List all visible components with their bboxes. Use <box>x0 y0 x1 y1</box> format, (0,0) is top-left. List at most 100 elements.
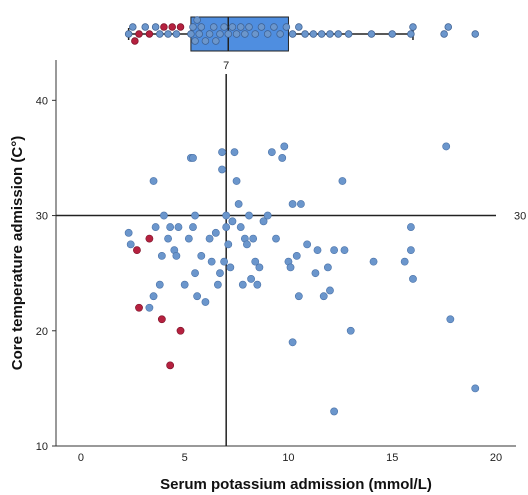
data-point-highlighted <box>135 303 143 312</box>
data-point <box>326 286 334 295</box>
boxplot-point <box>236 23 245 31</box>
data-point <box>442 142 451 151</box>
scatter-points <box>124 142 480 416</box>
boxplot-point <box>220 23 228 31</box>
boxplot-point <box>241 30 249 38</box>
boxplot-point <box>326 30 334 38</box>
data-point <box>193 292 202 301</box>
data-point <box>330 407 339 416</box>
data-point <box>191 269 199 278</box>
data-point <box>369 257 378 266</box>
boxplot-point <box>187 30 195 38</box>
data-point <box>197 251 206 260</box>
plot-area: 0 5 10 15 20 10 20 30 40 7 30 <box>36 60 526 464</box>
data-point <box>323 263 332 272</box>
boxplot-point <box>189 23 197 31</box>
boxplot-point-highlighted <box>131 37 139 45</box>
data-point <box>407 223 415 231</box>
boxplot-point <box>282 23 291 31</box>
data-point <box>288 200 297 208</box>
data-point <box>126 240 135 249</box>
data-point <box>228 217 237 226</box>
data-point <box>172 251 181 260</box>
boxplot-point <box>216 30 224 38</box>
boxplot-point <box>344 30 353 38</box>
data-point <box>245 211 253 220</box>
data-point-highlighted <box>176 326 185 335</box>
data-point <box>145 303 154 312</box>
data-point <box>189 154 197 162</box>
data-point <box>471 384 480 393</box>
data-point <box>407 246 415 255</box>
x-tick-label: 10 <box>282 452 294 464</box>
data-point <box>160 211 168 220</box>
boxplot-point <box>309 30 318 38</box>
boxplot-point <box>209 23 218 31</box>
x-axis-title: Serum potassium admission (mmol/L) <box>160 476 432 493</box>
data-point <box>253 280 262 289</box>
data-point <box>222 211 231 220</box>
data-point <box>297 200 305 208</box>
data-point <box>232 177 241 185</box>
data-point <box>216 269 224 278</box>
data-point <box>400 257 409 266</box>
y-tick-label: 30 <box>36 211 48 223</box>
boxplot-point <box>224 30 233 38</box>
data-point <box>226 263 235 272</box>
data-point <box>184 234 193 243</box>
data-point <box>409 275 417 283</box>
data-point <box>230 148 239 157</box>
boxplot-point <box>440 30 448 38</box>
y-tick-label: 10 <box>36 441 48 453</box>
boxplot-point <box>232 30 241 38</box>
boxplot-strip <box>124 16 479 52</box>
boxplot-point <box>317 30 326 38</box>
data-point <box>247 275 255 283</box>
data-point <box>222 223 231 231</box>
data-point <box>346 326 355 335</box>
data-point <box>149 177 158 185</box>
boxplot-point <box>257 23 266 31</box>
boxplot-point <box>301 30 309 38</box>
data-point <box>174 223 183 231</box>
boxplot-point <box>164 30 172 38</box>
data-point <box>164 234 172 243</box>
x-tick-label: 0 <box>78 452 84 464</box>
boxplot-point <box>151 23 160 31</box>
data-point <box>272 234 280 243</box>
data-point <box>151 223 160 231</box>
data-point-highlighted <box>133 246 141 255</box>
data-point-highlighted <box>157 315 166 324</box>
data-point <box>313 246 322 255</box>
boxplot-point <box>193 16 201 24</box>
reference-label-horizontal: 30 <box>514 211 526 223</box>
data-point <box>340 246 349 255</box>
data-point <box>292 251 301 260</box>
boxplot-point-highlighted <box>168 23 176 31</box>
boxplot-point <box>195 30 203 38</box>
data-point <box>263 211 272 220</box>
data-point <box>251 257 260 266</box>
data-point <box>211 228 220 237</box>
data-point <box>288 338 297 347</box>
data-point <box>155 280 164 289</box>
data-point <box>180 280 189 289</box>
x-axis-ticks: 0 5 10 15 20 <box>78 452 502 464</box>
data-point <box>446 315 455 324</box>
data-point <box>255 263 264 272</box>
boxplot-point <box>388 30 396 38</box>
boxplot-point <box>201 37 210 45</box>
data-point <box>157 251 166 260</box>
data-point <box>218 165 226 174</box>
data-point <box>213 280 222 289</box>
data-point <box>189 223 197 231</box>
data-point <box>220 257 229 266</box>
boxplot-point <box>288 30 297 38</box>
data-point <box>236 223 245 231</box>
data-point <box>286 263 295 272</box>
data-point <box>238 280 247 289</box>
data-point <box>338 177 347 185</box>
data-point-highlighted <box>166 361 175 370</box>
boxplot-point <box>129 23 137 31</box>
boxplot-point <box>205 30 214 38</box>
